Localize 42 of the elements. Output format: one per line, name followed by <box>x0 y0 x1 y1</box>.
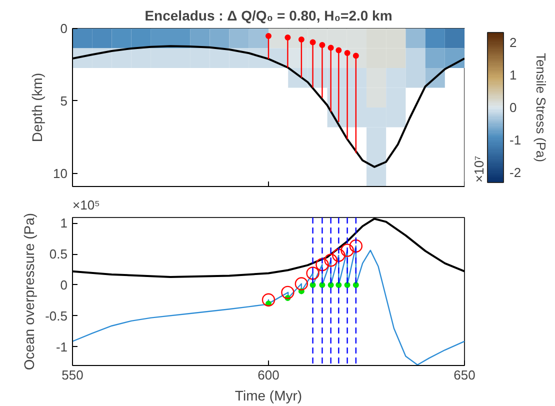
point <box>284 34 291 40</box>
y-tick-label: 0 <box>60 278 68 292</box>
color-bar-label: 0 <box>510 100 517 115</box>
point <box>332 248 346 262</box>
color-bar-label: 1 <box>510 67 517 82</box>
color-bar-label: -1 <box>510 132 522 148</box>
x-tick-label: 600 <box>258 368 280 382</box>
y-tick-label: 5 <box>60 93 68 108</box>
point <box>262 293 276 306</box>
color-bar-label: -2 <box>510 165 522 180</box>
point <box>340 244 354 257</box>
y-axis-title: Depth (km) <box>29 72 46 142</box>
point <box>352 282 359 288</box>
text: ×10⁷ <box>472 155 486 182</box>
point <box>266 33 272 40</box>
y-tick-label: -1 <box>56 339 68 354</box>
x-tick-label: 550 <box>62 368 84 382</box>
point <box>316 258 329 272</box>
y-tick-label: 1 <box>60 216 68 231</box>
point <box>306 266 320 280</box>
y-axis-title: Ocean overpressure (Pa) <box>21 212 38 370</box>
point <box>294 277 308 290</box>
point <box>324 254 338 267</box>
y-tick-label: 0.5 <box>49 246 68 262</box>
point <box>328 282 334 288</box>
x-axis-title: Time (Myr) <box>234 388 302 404</box>
point <box>336 47 342 54</box>
y-tick-label: 10 <box>53 166 68 181</box>
text: ×10⁵ <box>72 198 100 212</box>
y-tick-label: -0.5 <box>45 308 68 324</box>
chart-title: Enceladus : Δ Q/Q₀ = 0.80, H₀=2.0 km <box>144 8 392 24</box>
color-bar-label: 2 <box>510 34 517 50</box>
point <box>319 42 326 48</box>
point <box>344 50 350 56</box>
point <box>328 44 334 51</box>
x-tick-label: 650 <box>454 368 476 382</box>
point <box>310 39 316 46</box>
point <box>336 282 342 288</box>
color-bar-title: Tensile Stress (Pa) <box>534 52 548 162</box>
point <box>281 286 294 300</box>
y-tick-label: 0 <box>60 21 68 36</box>
point <box>349 239 363 253</box>
